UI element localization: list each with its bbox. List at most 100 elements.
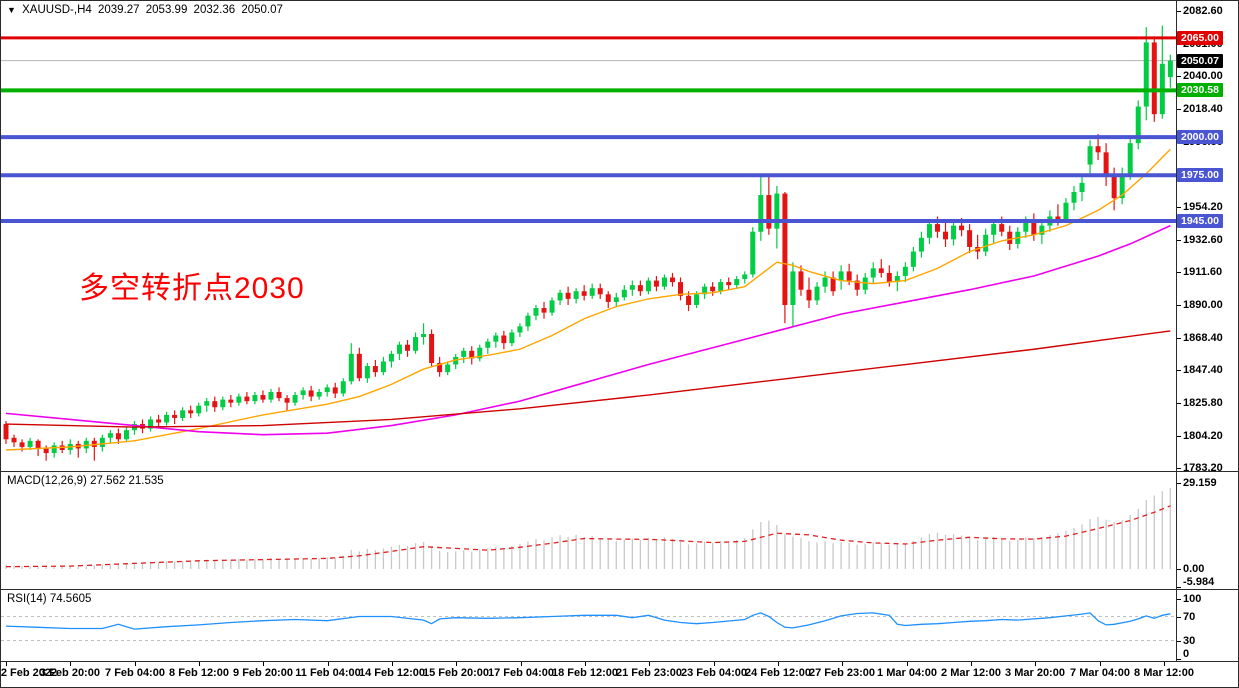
- time-label: 3 Mar 20:00: [1005, 667, 1065, 679]
- ohlc-high: 2053.99: [145, 4, 188, 16]
- price-tick-label: 2082.60: [1183, 5, 1223, 17]
- price-badge: 2030.58: [1177, 83, 1223, 98]
- price-tick-label: 1890.00: [1183, 299, 1223, 311]
- macd-panel: MACD(12,26,9) 27.562 21.535 29.159 0.00 -5…: [1, 472, 1238, 590]
- price-tick: [1177, 435, 1181, 437]
- time-label: 3 Feb 20:00: [40, 667, 100, 679]
- price-tick: [1177, 338, 1181, 339]
- macd-tick-label: -5.984: [1183, 576, 1215, 588]
- candlestick-chart: [1, 25, 1176, 461]
- price-tick: [1177, 272, 1181, 273]
- time-tick: [263, 662, 264, 666]
- rsi-tick-label: 0: [1183, 648, 1190, 660]
- time-axis-panel: 2 Feb 2022 3 Feb 20:00 7 Feb 04:00 8 Feb 12…: [1, 662, 1238, 687]
- main-chart-panel: ▼ XAUUSD-,H4 2039.27 2053.99 2032.36 205…: [1, 1, 1238, 472]
- time-label: 21 Feb 23:00: [615, 667, 683, 679]
- time-label: 18 Feb 12:00: [551, 667, 619, 679]
- price-tick: [1177, 76, 1181, 77]
- rsi-axis: 100 70 30 0: [1177, 590, 1238, 661]
- ma-fast: [5, 148, 1171, 451]
- rsi-label: RSI(14) 74.5605: [7, 593, 92, 605]
- price-tick: [1177, 207, 1181, 208]
- price-tick-label: 1911.60: [1183, 266, 1223, 278]
- ma-mid: [5, 224, 1171, 436]
- price-tick-label: 1825.80: [1183, 397, 1223, 409]
- time-tick: [1164, 662, 1165, 666]
- price-tick-label: 1932.60: [1183, 234, 1223, 246]
- ohlc-low: 2032.36: [193, 4, 236, 16]
- time-label: 14 Feb 12:00: [358, 667, 426, 679]
- time-label: 11 Feb 04:00: [295, 667, 361, 679]
- macd-tick-label: 29.159: [1183, 477, 1217, 490]
- price-axis[interactable]: 2082.602061.002040.002018.401996.801954.…: [1177, 1, 1238, 471]
- time-tick: [1035, 662, 1036, 666]
- time-tick: [521, 662, 522, 666]
- price-tick: [1177, 240, 1181, 241]
- time-label: 17 Feb 04:00: [487, 667, 555, 679]
- time-label: 8 Feb 12:00: [169, 667, 229, 679]
- time-tick: [1100, 662, 1101, 666]
- time-tick: [199, 662, 200, 666]
- price-tick: [1177, 468, 1181, 469]
- price-badge: 2065.00: [1177, 30, 1223, 45]
- time-label: 2 Feb 2022: [0, 667, 58, 679]
- time-tick: [70, 662, 71, 666]
- time-label: 7 Feb 04:00: [105, 667, 165, 679]
- rsi-chart-area[interactable]: RSI(14) 74.5605: [1, 590, 1177, 661]
- rsi-tick: [1177, 598, 1181, 600]
- macd-tick-label: 0.00: [1183, 563, 1205, 575]
- ma-slow: [5, 330, 1171, 428]
- time-label: 8 Mar 12:00: [1134, 667, 1194, 679]
- price-tick-label: 1847.40: [1183, 364, 1223, 376]
- price-tick-label: 2040.00: [1183, 70, 1223, 82]
- time-label: 15 Feb 20:00: [422, 667, 490, 679]
- price-chart-area[interactable]: ▼ XAUUSD-,H4 2039.27 2053.99 2032.36 205…: [1, 1, 1177, 471]
- time-label: 9 Feb 20:00: [233, 667, 293, 679]
- rsi-chart: [1, 612, 1176, 641]
- rsi-tick: [1177, 640, 1181, 642]
- price-badge: 1945.00: [1177, 214, 1223, 228]
- time-tick: [842, 662, 843, 666]
- rsi-panel: RSI(14) 74.5605 100 70 30 0: [1, 590, 1238, 662]
- macd-tick: [1177, 483, 1181, 485]
- price-tick: [1177, 370, 1181, 371]
- time-tick: [328, 662, 329, 666]
- macd-tick: [1177, 586, 1181, 588]
- time-tick: [6, 662, 7, 666]
- time-label: 23 Feb 04:00: [680, 667, 748, 679]
- price-badge: 2050.07: [1177, 53, 1223, 68]
- price-tick-label: 2018.40: [1183, 103, 1223, 115]
- rsi-tick-label: 30: [1183, 634, 1196, 647]
- macd-signal-line: [5, 505, 1171, 568]
- ohlc-open: 2039.27: [97, 4, 140, 16]
- price-badge: 2000.00: [1177, 130, 1223, 145]
- price-tick-label: 1954.20: [1183, 201, 1223, 213]
- rsi-tick: [1177, 616, 1181, 618]
- collapse-chevron-icon[interactable]: ▼: [7, 5, 16, 15]
- rsi-line: [5, 612, 1171, 630]
- rsi-tick: [1177, 658, 1181, 660]
- time-axis[interactable]: 2 Feb 2022 3 Feb 20:00 7 Feb 04:00 8 Feb 12…: [1, 662, 1238, 687]
- price-tick: [1177, 403, 1181, 404]
- time-tick: [649, 662, 650, 666]
- price-tick: [1177, 305, 1181, 306]
- macd-chart-area[interactable]: MACD(12,26,9) 27.562 21.535: [1, 472, 1177, 589]
- chart-title: ▼ XAUUSD-,H4 2039.27 2053.99 2032.36 205…: [7, 4, 286, 16]
- time-label: 2 Mar 12:00: [941, 667, 1001, 679]
- ohlc-close: 2050.07: [241, 4, 283, 16]
- time-tick: [714, 662, 715, 666]
- time-tick: [971, 662, 972, 666]
- time-label: 27 Feb 23:00: [808, 667, 876, 679]
- time-label: 1 Mar 04:00: [877, 667, 937, 679]
- rsi-tick-label: 70: [1183, 610, 1196, 623]
- chart-annotation: 多空转折点2030: [79, 272, 305, 305]
- time-label: 7 Mar 04:00: [1070, 667, 1130, 679]
- macd-axis: 29.159 0.00 -5.984: [1177, 472, 1238, 589]
- time-tick: [456, 662, 457, 666]
- time-tick: [135, 662, 136, 666]
- macd-chart: [5, 488, 1171, 569]
- price-badge: 1975.00: [1177, 168, 1223, 183]
- time-tick: [585, 662, 586, 666]
- time-tick: [907, 662, 908, 666]
